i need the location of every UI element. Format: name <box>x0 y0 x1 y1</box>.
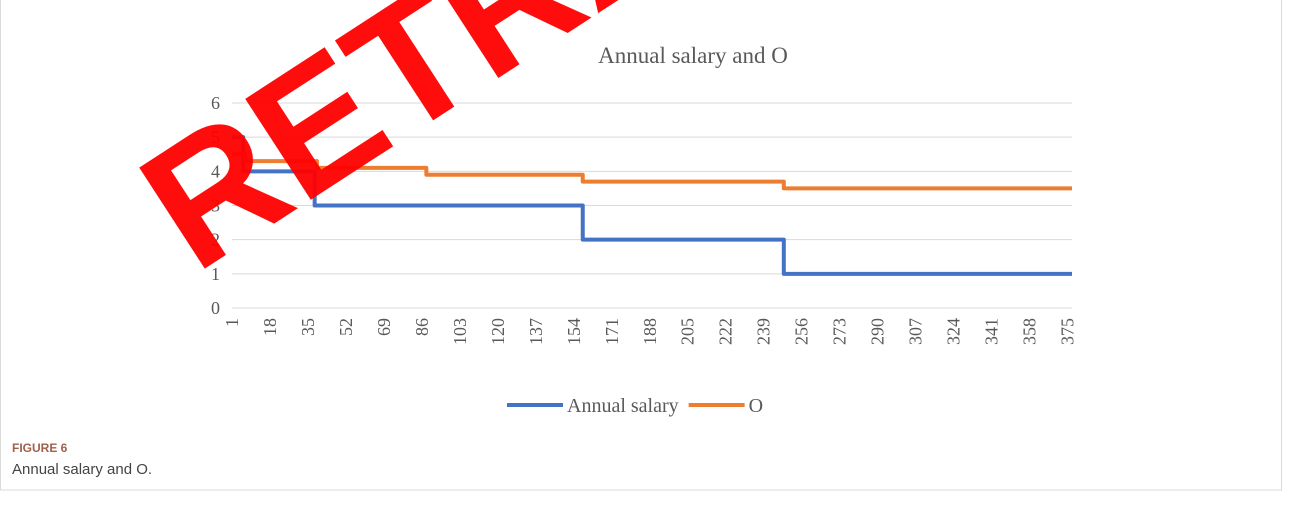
x-tick-label: 341 <box>982 318 1002 345</box>
x-tick-label: 188 <box>640 318 660 345</box>
x-tick-label: 35 <box>298 318 318 336</box>
x-tick-label: 239 <box>754 318 774 345</box>
x-tick-label: 290 <box>868 318 888 345</box>
legend-label: O <box>749 395 763 417</box>
y-tick-label: 4 <box>211 161 220 181</box>
x-tick-label: 375 <box>1058 318 1078 345</box>
x-tick-label: 307 <box>906 318 926 345</box>
legend-label: Annual salary <box>567 395 679 417</box>
x-tick-label: 120 <box>488 318 508 345</box>
x-tick-label: 273 <box>830 318 850 345</box>
figure-caption: Annual salary and O. <box>12 461 152 478</box>
x-tick-label: 154 <box>564 318 584 345</box>
y-tick-label: 5 <box>211 127 220 147</box>
x-tick-label: 69 <box>374 318 394 336</box>
x-tick-label: 222 <box>716 318 736 345</box>
x-tick-label: 205 <box>678 318 698 345</box>
x-tick-label: 137 <box>526 318 546 345</box>
y-tick-label: 3 <box>211 196 220 216</box>
figure-frame <box>0 0 1282 491</box>
y-tick-label: 6 <box>211 93 220 113</box>
line <box>232 152 1072 191</box>
x-tick-label: 86 <box>412 318 432 336</box>
x-tick-label: 256 <box>792 318 812 345</box>
x-tick-label: 103 <box>450 318 470 345</box>
x-tick-label: 18 <box>260 318 280 336</box>
y-tick-label: 0 <box>211 298 220 318</box>
figure-label: FIGURE 6 <box>12 441 68 455</box>
x-tick-label: 358 <box>1020 318 1040 345</box>
y-tick-label: 1 <box>211 264 220 284</box>
x-tick-label: 324 <box>944 318 964 345</box>
x-tick-label: 1 <box>222 318 242 327</box>
x-tick-label: 171 <box>602 318 622 345</box>
chart-title: Annual salary and O <box>598 43 788 68</box>
y-tick-label: 2 <box>211 230 220 250</box>
x-tick-label: 52 <box>336 318 356 336</box>
